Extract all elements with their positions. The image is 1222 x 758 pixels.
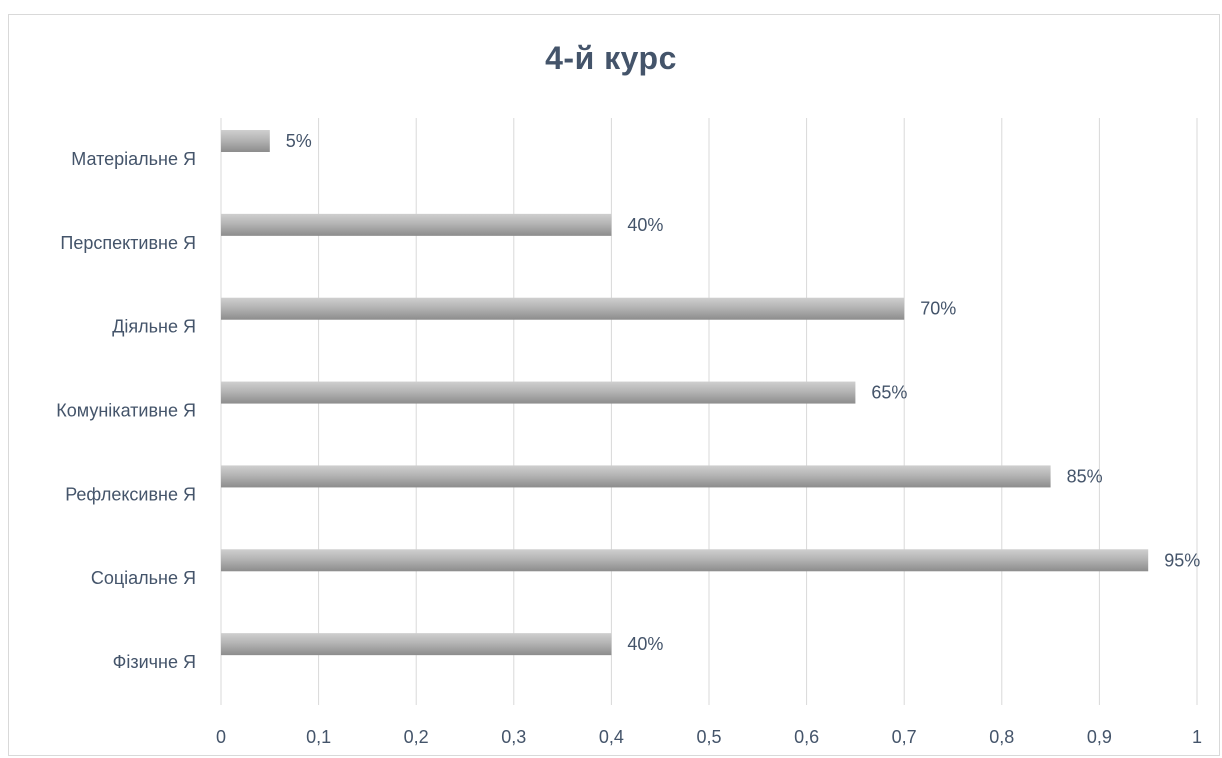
data-label: 5% [286, 131, 312, 151]
bar [221, 381, 856, 404]
category-label: Соціальне Я [91, 568, 196, 588]
category-label: Фізичне Я [113, 652, 196, 672]
x-tick-label: 1 [1192, 727, 1202, 747]
data-label: 85% [1067, 466, 1103, 486]
x-tick-label: 0,3 [501, 727, 526, 747]
bar [221, 213, 612, 236]
data-label: 40% [627, 634, 663, 654]
x-tick-label: 0 [216, 727, 226, 747]
bar [221, 633, 612, 656]
labels: 0 0,1 0,2 0,3 0,4 0,5 0,6 0,7 0,8 0,9 1 Матеріальне… [56, 131, 1202, 747]
category-label: Рефлексивне Я [65, 484, 196, 504]
bar [221, 297, 905, 320]
x-tick-label: 0,2 [404, 727, 429, 747]
category-label: Перспективне Я [60, 233, 196, 253]
data-label: 40% [627, 215, 663, 235]
bar [221, 465, 1051, 488]
gridlines [220, 118, 1198, 705]
x-tick-label: 0,9 [1087, 727, 1112, 747]
x-tick-label: 0,4 [599, 727, 624, 747]
data-label: 70% [920, 299, 956, 319]
bar [221, 130, 270, 152]
bar [221, 549, 1149, 572]
data-label: 95% [1164, 550, 1200, 570]
x-tick-label: 0,1 [306, 727, 331, 747]
data-label: 65% [871, 383, 907, 403]
category-label: Комунікативне Я [56, 401, 196, 421]
bars [221, 130, 1149, 656]
x-tick-label: 0,8 [989, 727, 1014, 747]
chart-title: 4-й курс [545, 40, 677, 76]
x-tick-label: 0,7 [892, 727, 917, 747]
category-label: Матеріальне Я [71, 149, 196, 169]
x-tick-label: 0,5 [696, 727, 721, 747]
category-label: Діяльне Я [112, 317, 196, 337]
x-tick-label: 0,6 [794, 727, 819, 747]
